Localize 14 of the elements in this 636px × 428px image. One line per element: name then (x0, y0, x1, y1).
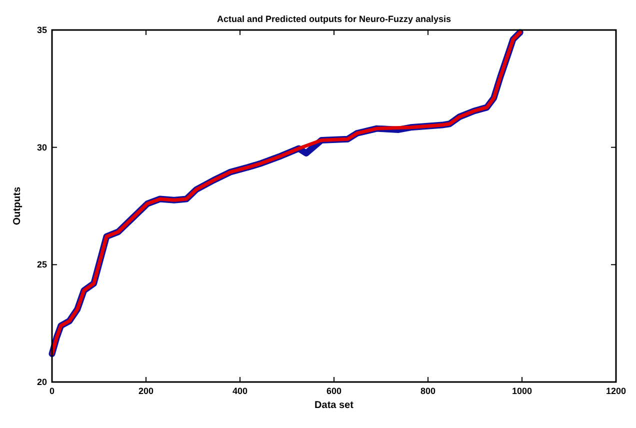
x-tick-label: 400 (232, 386, 248, 396)
y-axis-title: Outputs (12, 186, 23, 226)
x-tick-label: 1000 (512, 386, 532, 396)
y-tick-label: 25 (36, 260, 47, 270)
x-tick-label: 600 (326, 386, 342, 396)
y-tick-label: 20 (36, 377, 47, 387)
x-tick-label: 800 (420, 386, 436, 396)
y-tick-label: 35 (36, 25, 47, 35)
x-axis-title: Data set (314, 400, 354, 411)
x-tick-label: 1200 (606, 386, 626, 396)
chart-title: Actual and Predicted outputs for Neuro-Fuzzy analysis (216, 14, 452, 24)
y-tick-label: 30 (36, 142, 47, 152)
x-tick-label: 0 (49, 386, 55, 396)
x-tick-label: 200 (138, 386, 154, 396)
